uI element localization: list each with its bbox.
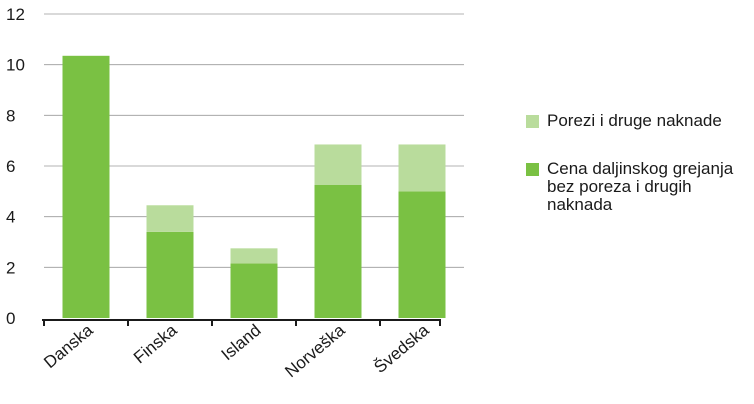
y-tick-label-8: 8 (6, 106, 15, 125)
bar-norveška-series-1 (314, 144, 362, 185)
legend: Porezi i druge naknade Cena daljinskog g… (526, 112, 754, 244)
bar-švedska-series-0 (398, 191, 446, 318)
bar-island-series-1 (230, 248, 278, 264)
bar-island-series-0 (230, 263, 278, 318)
y-tick-label-6: 6 (6, 157, 15, 176)
y-axis-tick-labels: 0 2 4 6 8 10 12 (6, 5, 25, 328)
y-tick-label-12: 12 (6, 5, 25, 24)
bar-švedska-series-1 (398, 144, 446, 192)
legend-label-price: Cena daljinskog grejanja bez poreza i dr… (547, 159, 734, 214)
bars (62, 55, 446, 319)
legend-swatch-price (526, 163, 539, 176)
x-tick-label-norveška: Norveška (281, 320, 349, 381)
x-tick-label-finska: Finska (130, 320, 181, 367)
gridlines (44, 13, 464, 268)
legend-item-taxes: Porezi i druge naknade (526, 112, 754, 130)
y-tick-label-0: 0 (6, 309, 15, 328)
bar-finska-series-1 (146, 205, 194, 232)
bar-norveška-series-0 (314, 185, 362, 318)
x-tick-label-švedska: Švedska (370, 320, 433, 377)
y-tick-label-2: 2 (6, 258, 15, 277)
x-tick-label-island: Island (218, 321, 265, 365)
y-tick-label-4: 4 (6, 208, 15, 227)
y-tick-label-10: 10 (6, 56, 25, 75)
legend-label-taxes: Porezi i druge naknade (547, 111, 722, 130)
bar-danska-series-0 (62, 55, 110, 319)
x-tick-label-danska: Danska (40, 320, 97, 372)
x-axis (42, 319, 441, 326)
x-axis-tick-labels: Danska Finska Island Norveška Švedska (40, 320, 433, 381)
bar-finska-series-0 (146, 231, 194, 318)
legend-item-price: Cena daljinskog grejanja bez poreza i dr… (526, 160, 754, 214)
legend-swatch-taxes (526, 115, 539, 128)
